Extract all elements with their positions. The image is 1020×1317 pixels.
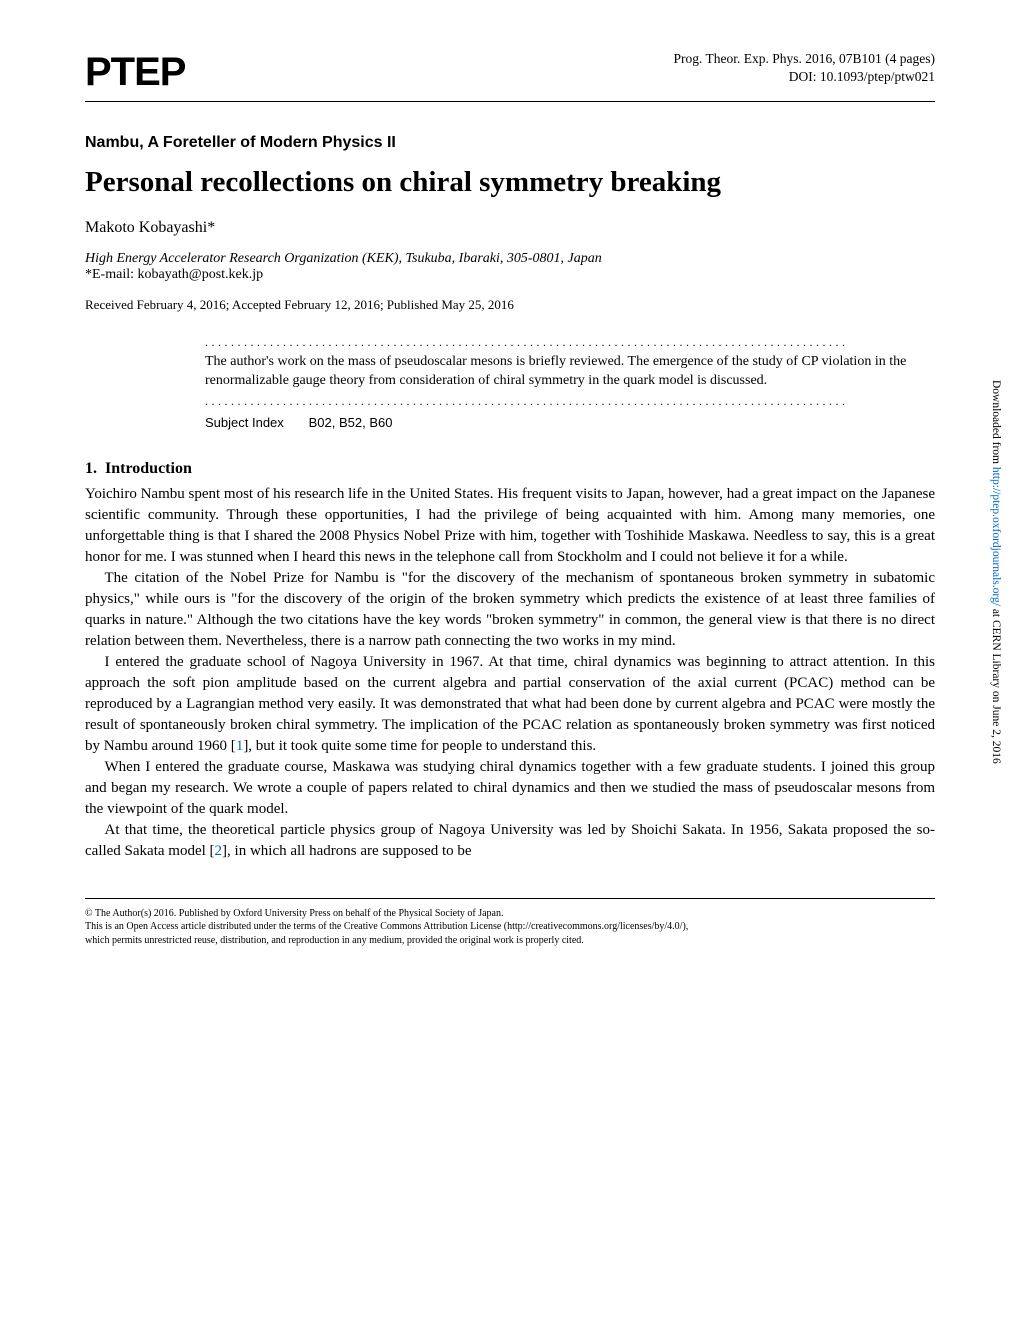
paragraph: Yoichiro Nambu spent most of his researc… <box>85 484 935 568</box>
paragraph: I entered the graduate school of Nagoya … <box>85 652 935 757</box>
subject-index-label: Subject Index <box>205 415 305 430</box>
abstract-box: ........................................… <box>205 335 935 430</box>
section-heading: 1. Introduction <box>85 460 935 478</box>
heading-number: 1. <box>85 460 97 477</box>
header-row: PTEP Prog. Theor. Exp. Phys. 2016, 07B10… <box>85 50 935 95</box>
footer-copyright: © The Author(s) 2016. Published by Oxfor… <box>85 907 935 921</box>
affiliation: High Energy Accelerator Research Organiz… <box>85 251 935 267</box>
dots-bottom: ........................................… <box>205 394 935 409</box>
email-text: E-mail: kobayath@post.kek.jp <box>92 267 263 282</box>
paragraph: The citation of the Nobel Prize for Namb… <box>85 568 935 652</box>
paragraph: At that time, the theoretical particle p… <box>85 820 935 862</box>
email-line: *E-mail: kobayath@post.kek.jp <box>85 267 935 283</box>
sidebar-prefix: Downloaded from <box>990 380 1002 467</box>
author-name: Makoto Kobayashi <box>85 219 207 236</box>
author-line: Makoto Kobayashi* <box>85 219 935 237</box>
heading-text: Introduction <box>105 460 192 477</box>
footer-license-2: which permits unrestricted reuse, distri… <box>85 934 935 948</box>
para-text: ], in which all hadrons are supposed to … <box>222 843 472 859</box>
section-label: Nambu, A Foreteller of Modern Physics II <box>85 134 935 152</box>
journal-line: Prog. Theor. Exp. Phys. 2016, 07B101 (4 … <box>674 50 936 68</box>
doi-line: DOI: 10.1093/ptep/ptw021 <box>674 68 936 86</box>
subject-row: Subject Index B02, B52, B60 <box>205 415 935 430</box>
para-text: At that time, the theoretical particle p… <box>85 822 935 859</box>
author-marker: * <box>207 219 215 236</box>
header-meta: Prog. Theor. Exp. Phys. 2016, 07B101 (4 … <box>674 50 936 86</box>
subject-index-value: B02, B52, B60 <box>309 415 393 430</box>
sidebar-link[interactable]: http://ptep.oxfordjournals.org/ <box>990 467 1002 606</box>
dots-top: ........................................… <box>205 335 935 350</box>
para-text: ], but it took quite some time for peopl… <box>243 738 596 754</box>
paragraph: When I entered the graduate course, Mask… <box>85 757 935 820</box>
header-rule <box>85 101 935 102</box>
body-text: Yoichiro Nambu spent most of his researc… <box>85 484 935 862</box>
dates-line: Received February 4, 2016; Accepted Febr… <box>85 297 935 313</box>
email-marker: * <box>85 267 92 282</box>
citation-link[interactable]: 2 <box>215 843 223 859</box>
sidebar-suffix: at CERN Library on June 2, 2016 <box>990 606 1002 764</box>
footer: © The Author(s) 2016. Published by Oxfor… <box>85 898 935 948</box>
footer-license-1: This is an Open Access article distribut… <box>85 920 935 934</box>
article-title: Personal recollections on chiral symmetr… <box>85 166 935 199</box>
page-container: PTEP Prog. Theor. Exp. Phys. 2016, 07B10… <box>85 50 935 947</box>
abstract-text: The author's work on the mass of pseudos… <box>205 353 935 391</box>
download-sidebar: Downloaded from http://ptep.oxfordjourna… <box>990 380 1002 764</box>
journal-logo: PTEP <box>85 50 185 95</box>
